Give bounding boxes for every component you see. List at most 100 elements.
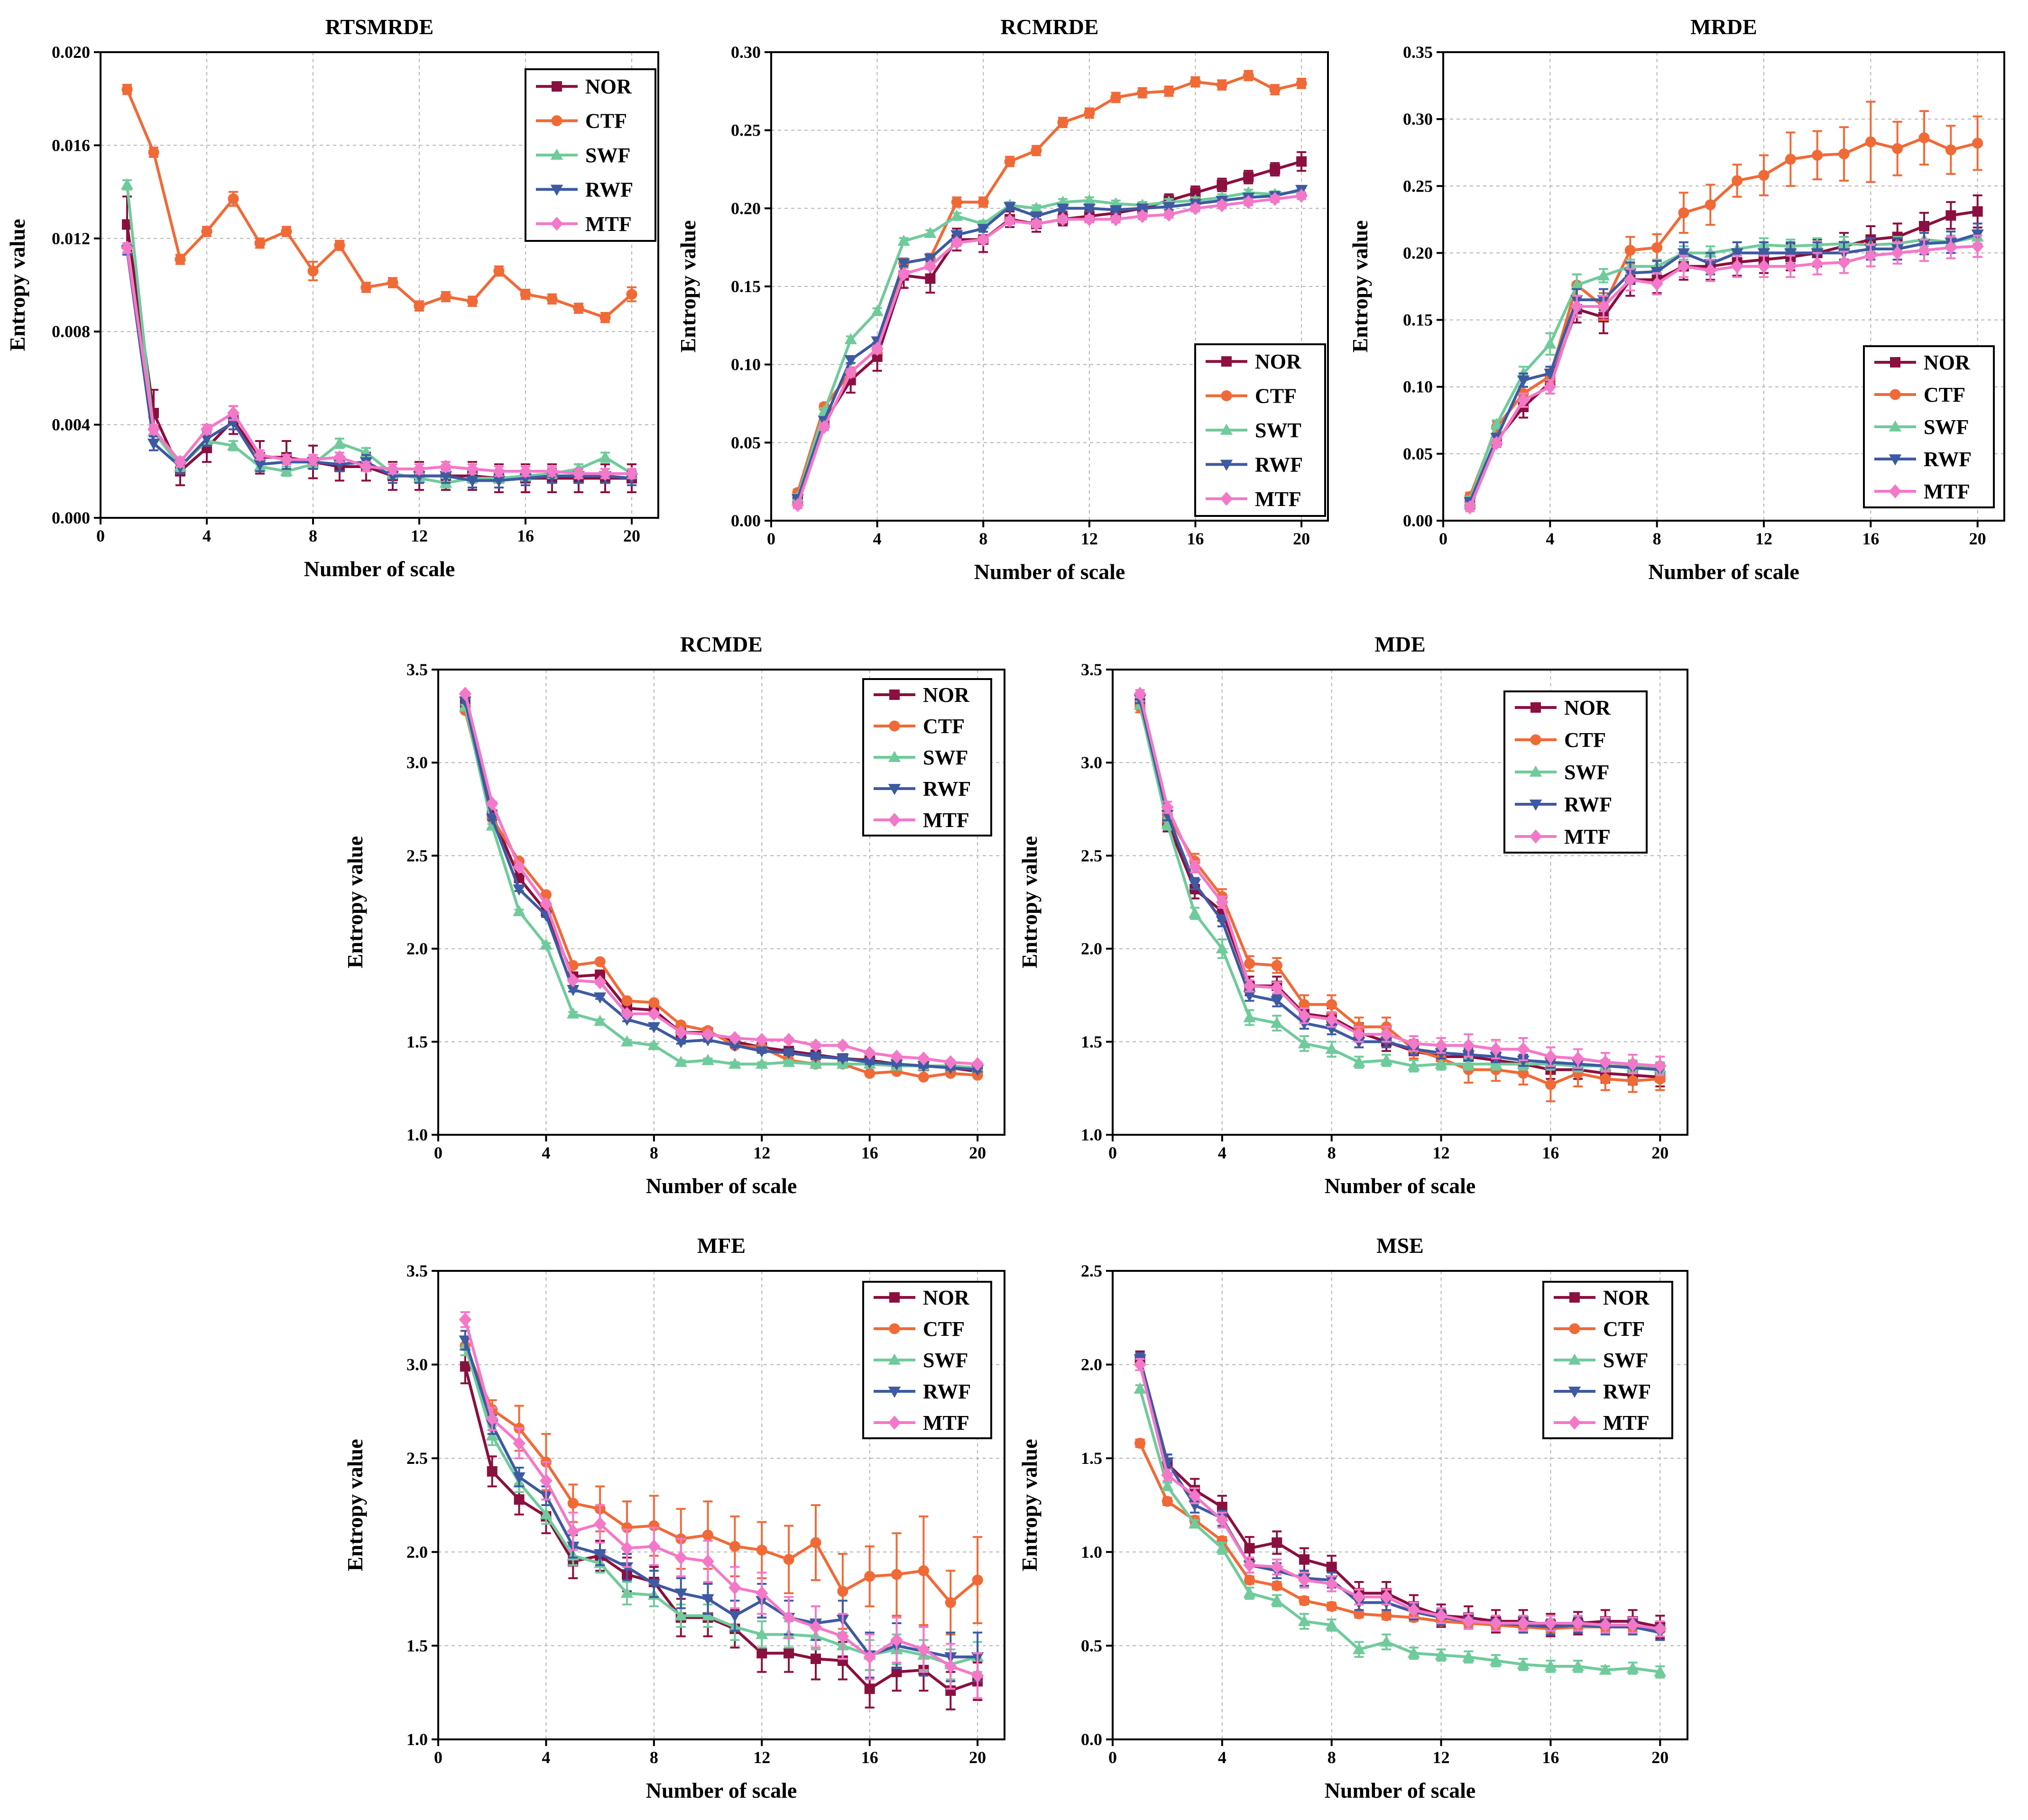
- data-point: [782, 1610, 795, 1625]
- data-point: [513, 1436, 525, 1451]
- x-tick-label: 16: [1542, 1143, 1559, 1162]
- series-mtf: [1134, 687, 1667, 1076]
- x-tick-label: 16: [1862, 529, 1879, 548]
- data-point: [1243, 1011, 1256, 1022]
- chart-title: MDE: [1374, 632, 1425, 656]
- data-point: [944, 1055, 957, 1069]
- x-tick-label: 0: [1108, 1748, 1117, 1767]
- data-point: [897, 234, 910, 246]
- data-point: [782, 1033, 795, 1047]
- data-point: [1057, 117, 1069, 128]
- data-point: [540, 897, 553, 911]
- plot-frame: [1112, 669, 1688, 1136]
- data-point: [1627, 1075, 1639, 1086]
- data-point: [593, 1517, 607, 1531]
- legend: NOR CTF SWF RWF MTF: [1863, 345, 1995, 508]
- data-point: [1188, 1517, 1201, 1529]
- y-tick-label: 0.35: [1403, 43, 1433, 62]
- data-point: [890, 1633, 903, 1647]
- y-tick-label: 3.5: [406, 660, 428, 679]
- legend-label: RWF: [923, 1380, 971, 1403]
- y-tick-label: 0.25: [1403, 176, 1433, 195]
- data-point: [567, 973, 580, 988]
- data-point: [1865, 136, 1876, 147]
- legend: NOR CTF SWF RWF MTF: [1503, 690, 1648, 854]
- data-point: [120, 178, 134, 190]
- data-point: [1243, 990, 1256, 1002]
- data-point: [844, 333, 857, 344]
- data-point: [864, 1571, 876, 1582]
- data-point: [1217, 1501, 1227, 1512]
- data-point: [1435, 1609, 1447, 1623]
- y-tick-label: 0.15: [731, 277, 761, 296]
- legend-label: MTF: [1603, 1411, 1650, 1434]
- data-point: [1919, 221, 1929, 231]
- data-point: [1784, 259, 1797, 274]
- y-tick-label: 0.016: [52, 136, 90, 155]
- x-tick-label: 8: [650, 1143, 658, 1162]
- data-point: [593, 992, 607, 1004]
- y-tick-label: 1.0: [406, 1730, 428, 1749]
- data-point: [871, 341, 884, 356]
- x-tick-label: 0: [96, 526, 105, 545]
- data-point: [1517, 393, 1530, 407]
- data-point: [486, 1429, 498, 1441]
- data-point: [701, 1594, 714, 1606]
- data-point: [514, 1494, 525, 1505]
- data-point: [567, 1524, 580, 1539]
- data-point: [1597, 269, 1610, 281]
- data-point: [599, 312, 611, 323]
- data-point: [513, 860, 525, 874]
- chart-title: RCMRDE: [1001, 15, 1099, 39]
- legend-box: [525, 68, 656, 242]
- data-point: [1544, 1616, 1557, 1630]
- data-point: [1462, 1614, 1475, 1628]
- x-tick-label: 20: [969, 1748, 986, 1767]
- data-point: [486, 1412, 498, 1426]
- data-point: [1600, 1073, 1611, 1085]
- y-axis-label: Entropy value: [1017, 836, 1042, 968]
- data-point: [1490, 418, 1503, 429]
- data-point: [1731, 248, 1743, 260]
- data-point: [972, 1574, 983, 1586]
- legend-marker: [888, 784, 901, 795]
- y-axis-label: Entropy value: [343, 836, 367, 968]
- data-point: [836, 1629, 849, 1644]
- data-point: [1731, 259, 1743, 274]
- data-point: [1162, 207, 1175, 222]
- data-point: [782, 1056, 795, 1067]
- x-tick-label: 20: [1969, 529, 1986, 548]
- data-point: [1243, 979, 1256, 993]
- legend-marker: [1529, 800, 1542, 811]
- data-point: [791, 498, 804, 512]
- data-point: [201, 226, 212, 237]
- y-tick-label: 0.00: [1403, 511, 1433, 530]
- data-point: [1435, 1648, 1447, 1660]
- data-point: [572, 466, 585, 481]
- data-point: [647, 1579, 661, 1590]
- y-tick-label: 0.0: [1081, 1730, 1102, 1749]
- data-point: [674, 1550, 687, 1565]
- x-tick-label: 8: [650, 1748, 658, 1767]
- x-tick-label: 12: [411, 526, 428, 545]
- legend-item-nor: NOR: [1554, 1286, 1650, 1309]
- x-axis-label: Number of scale: [646, 1174, 797, 1198]
- y-tick-label: 2.5: [1081, 846, 1102, 865]
- legend-marker: [1889, 420, 1902, 432]
- data-point: [1757, 248, 1770, 260]
- data-point: [1271, 1580, 1282, 1591]
- legend-label: NOR: [585, 75, 632, 98]
- data-point: [1464, 500, 1476, 515]
- legend-label: NOR: [1255, 350, 1302, 373]
- legend-marker: [550, 216, 563, 231]
- y-tick-label: 0.10: [1403, 377, 1433, 396]
- legend-marker: [1889, 454, 1902, 466]
- legend-item-swf: SWF: [536, 144, 630, 167]
- series-line-swf: [1138, 704, 1660, 1069]
- legend-marker: [1568, 1387, 1581, 1398]
- data-point: [1571, 1660, 1585, 1671]
- data-point: [1325, 1012, 1338, 1027]
- data-point: [1757, 259, 1770, 274]
- plot-frame: [437, 669, 1005, 1136]
- x-tick-label: 0: [434, 1748, 442, 1767]
